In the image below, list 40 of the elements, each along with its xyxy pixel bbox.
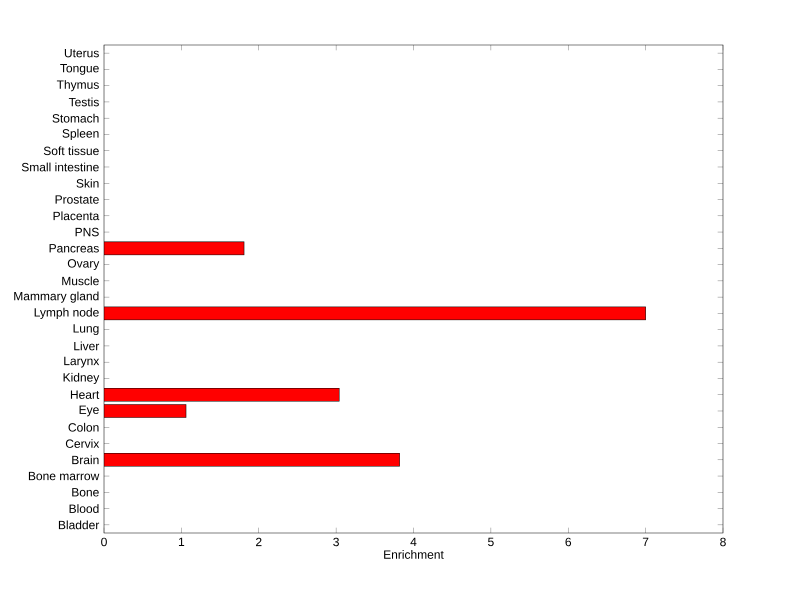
x-tick-label: 0	[101, 538, 107, 546]
y-tick-label: Bone marrow	[28, 472, 100, 480]
x-tick-label: 4	[410, 538, 416, 546]
y-tick-label: Tongue	[60, 64, 99, 75]
x-tick-label: 2	[256, 538, 262, 546]
y-tick-label: Small intestine	[22, 162, 99, 172]
y-tick-label: Kidney	[64, 372, 100, 384]
y-tick-label: Uterus	[64, 48, 99, 58]
y-tick-label: Stomach	[52, 114, 99, 123]
x-axis-title: Enrichment	[384, 550, 444, 559]
x-tick-label: 5	[488, 538, 494, 546]
y-tick-label: Pancreas	[50, 244, 99, 253]
x-tick-label: 8	[720, 538, 726, 546]
y-tick-label: Thymus	[56, 80, 99, 92]
y-tick-label: Colon	[68, 422, 99, 432]
y-tick-label: Liver	[74, 342, 100, 350]
y-tick-label: Eye	[80, 406, 99, 416]
y-tick-label: Lung	[74, 324, 99, 336]
y-tick-label: Mammary gland	[14, 292, 98, 303]
y-tick-label: Blood	[70, 504, 99, 513]
y-tick-label: Bladder	[58, 520, 100, 530]
y-tick-label: Skin	[76, 178, 99, 188]
x-tick-label: 7	[642, 538, 648, 546]
y-tick-label: Soft tissue	[44, 146, 99, 156]
y-tick-label: Spleen	[62, 128, 99, 140]
x-tick-label: 6	[566, 538, 572, 546]
y-tick-label: Muscle	[62, 276, 99, 286]
x-tick-label: 1	[178, 538, 184, 546]
y-tick-label: Prostate	[56, 195, 99, 204]
x-tick-label: 3	[333, 538, 339, 546]
y-tick-label: Lymph node	[34, 308, 99, 319]
y-tick-label: Cervix	[66, 439, 100, 448]
y-tick-label: PNS	[76, 228, 99, 236]
y-tick-label: Brain	[72, 455, 99, 464]
y-tick-label: Ovary	[68, 259, 100, 270]
y-tick-label: Heart	[70, 390, 100, 399]
y-tick-label: Placenta	[54, 211, 100, 220]
y-tick-label: Testis	[68, 98, 99, 106]
y-tick-label: Larynx	[64, 356, 100, 368]
y-tick-label: Bone	[72, 488, 99, 497]
